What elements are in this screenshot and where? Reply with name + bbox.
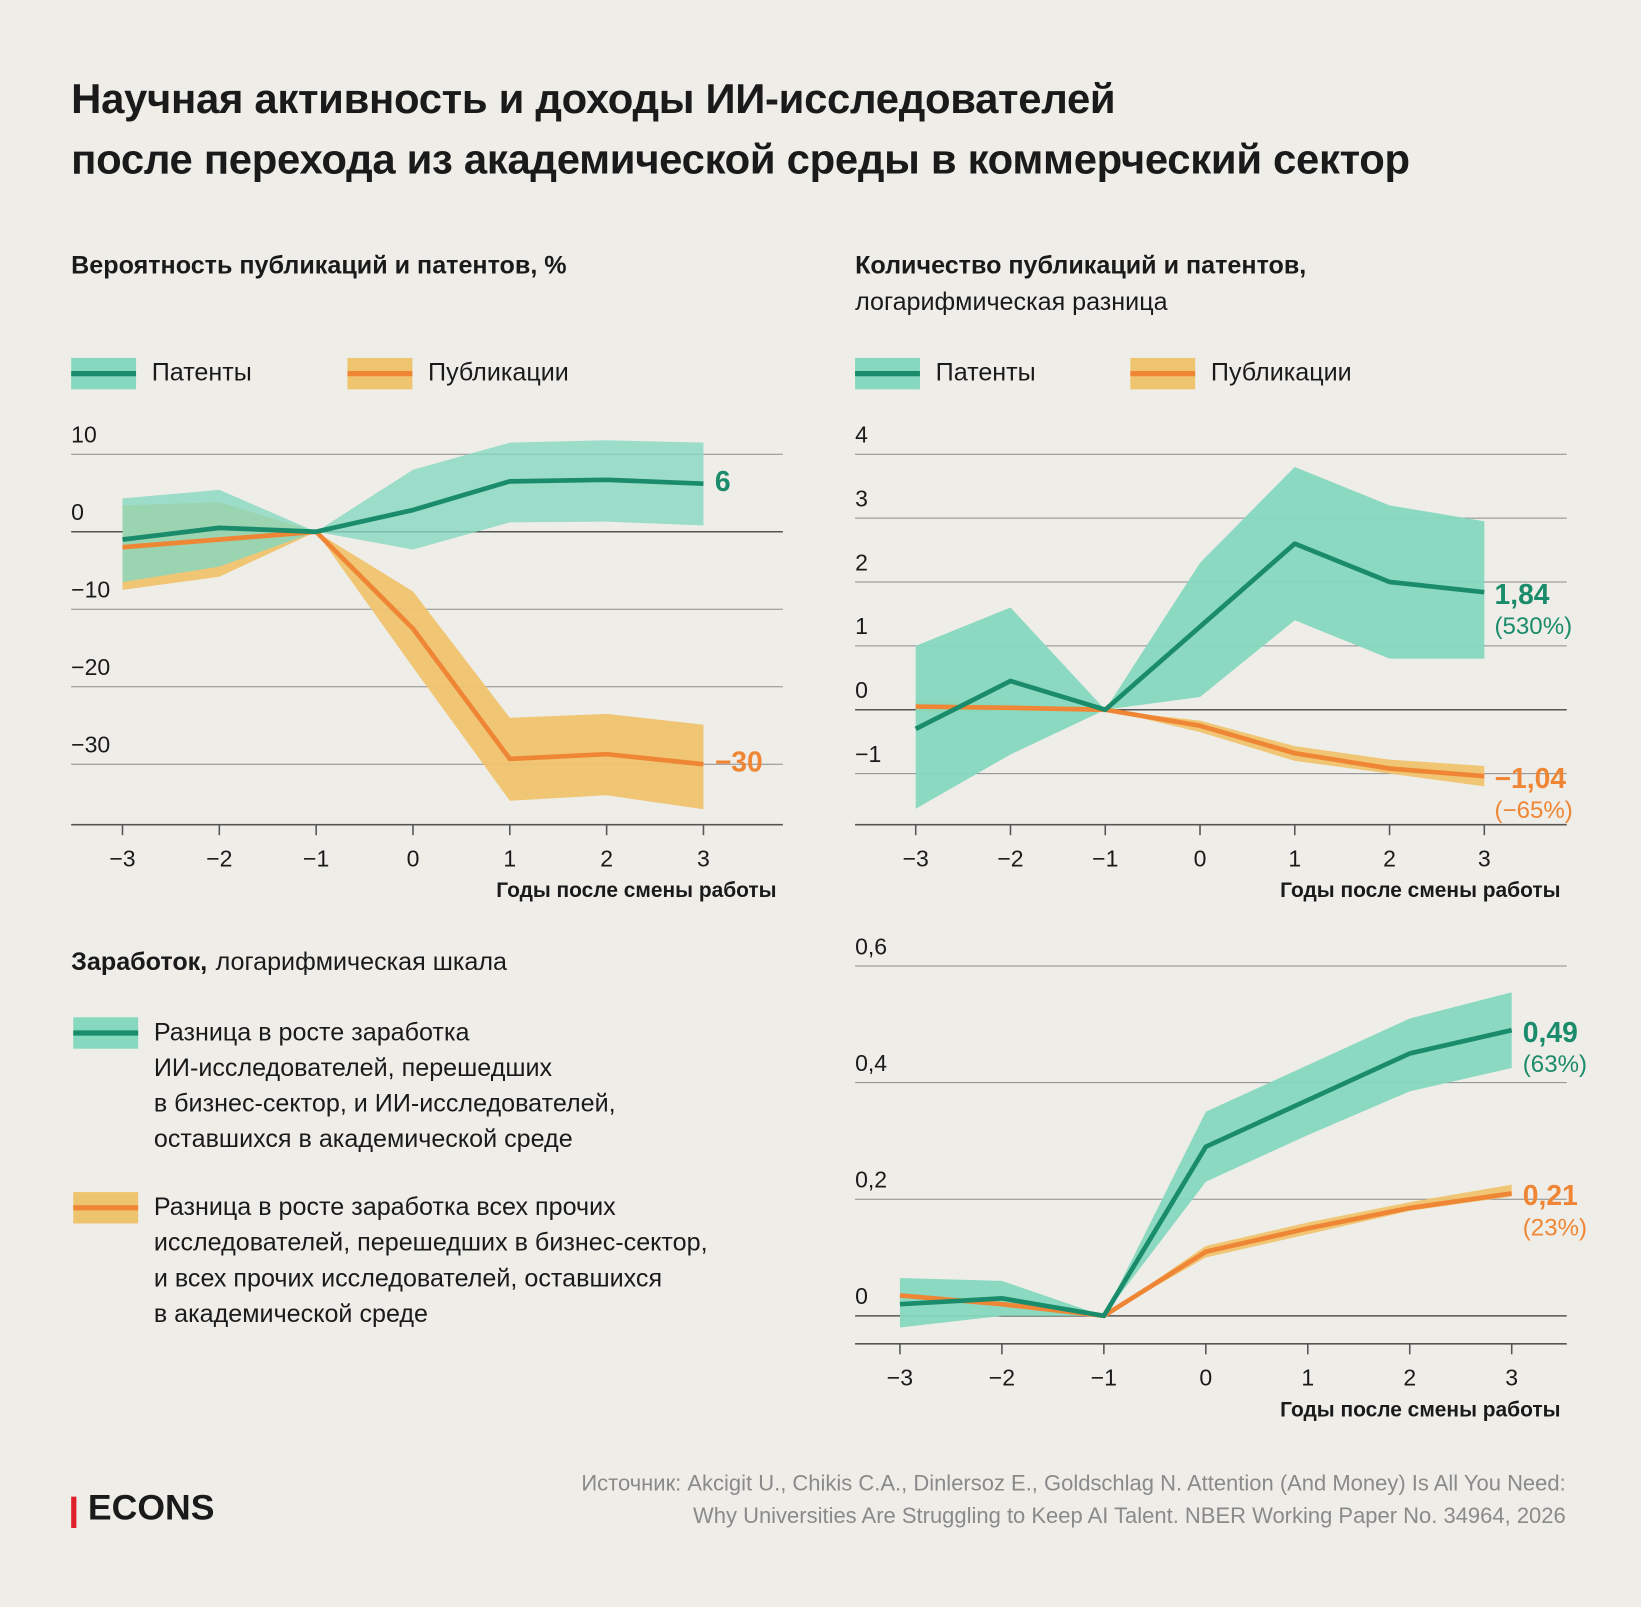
confidence-band [899,992,1512,1328]
y-tick-label: 3 [855,485,868,511]
x-tick-label: 0 [1199,1364,1212,1390]
main-title: Научная активность и доходы ИИ-исследова… [71,76,1410,184]
legend-label: Патенты [936,358,1036,386]
x-tick-label: −3 [887,1364,913,1390]
confidence-band [122,502,704,810]
x-tick-label: 1 [503,845,516,871]
y-tick-label: 0 [71,499,84,525]
x-tick-label: 2 [1383,845,1396,871]
value-label: −1,04 [1495,762,1567,794]
y-tick-label: −20 [71,654,110,680]
value-label: 0,21 [1523,1179,1578,1211]
y-tick-label: 0,4 [855,1050,887,1076]
value-label: 6 [715,465,731,497]
x-tick-label: 1 [1301,1364,1314,1390]
y-tick-label: 0 [855,677,868,703]
x-tick-label: 3 [1505,1364,1518,1390]
legend-label: Патенты [152,358,252,386]
legend-label: Публикации [1211,358,1352,386]
x-tick-label: −2 [206,845,232,871]
value-note: (−65%) [1495,797,1573,824]
legend-label: Разница в росте заработка всех прочих ис… [153,1193,708,1329]
value-label: 0,49 [1523,1016,1578,1048]
x-tick-label: 2 [600,845,613,871]
value-note: (63%) [1523,1051,1587,1078]
value-note: (530%) [1495,613,1573,640]
x-tick-label: 2 [1403,1364,1416,1390]
chart-title: Количество публикаций и патентов, [855,252,1306,280]
chart-subtitle: логарифмическая шкала [216,948,507,976]
chart-title: Вероятность публикаций и патентов, % [71,252,566,280]
series-line [899,1191,1513,1319]
series-line [122,477,704,542]
series-line [914,541,1485,732]
y-tick-label: 1 [855,613,868,639]
x-tick-label: 1 [1288,845,1301,871]
x-tick-label: −1 [1091,1364,1117,1390]
y-tick-label: 2 [855,549,868,575]
x-tick-label: 3 [697,845,710,871]
value-label: −30 [715,746,763,778]
x-tick-label: 0 [407,845,420,871]
value-label: 1,84 [1495,578,1550,610]
logo-bar [71,1496,77,1529]
y-tick-label: −1 [855,741,881,767]
x-tick-label: −1 [1092,845,1118,871]
value-note: (23%) [1523,1214,1587,1241]
y-tick-label: 0,2 [855,1167,887,1193]
x-axis-title: Годы после смены работы [1280,879,1560,902]
y-tick-label: 0 [855,1283,868,1309]
x-axis-title: Годы после смены работы [1280,1398,1560,1421]
series-line [122,529,704,767]
y-tick-label: 10 [71,422,97,448]
y-tick-label: −10 [71,577,110,603]
y-tick-label: −30 [71,732,110,758]
x-tick-label: −3 [903,845,929,871]
legend-label: Публикации [428,358,569,386]
x-axis-title: Годы после смены работы [496,879,776,902]
series-line [899,1027,1513,1319]
chart-title: Заработок, логарифмическая шкала [71,948,507,976]
chart-title-bold: Заработок, [71,948,207,976]
source: Источник: Akcigit U., Chikis C.A., Dinle… [581,1471,1566,1529]
x-tick-label: −2 [989,1364,1015,1390]
x-tick-label: −3 [109,845,135,871]
y-tick-label: 4 [855,422,868,448]
confidence-band [915,467,1485,809]
x-tick-label: −1 [303,845,329,871]
x-tick-label: −2 [997,845,1023,871]
x-tick-label: 0 [1194,845,1207,871]
chart-subtitle: логарифмическая разница [855,288,1168,316]
x-tick-label: 3 [1478,845,1491,871]
legend-label: Разница в росте заработка ИИ-исследовате… [153,1018,616,1154]
confidence-band [915,700,1485,787]
series-line [915,704,1485,779]
y-tick-label: 0,6 [855,933,887,959]
logo: ECONS [87,1488,215,1529]
